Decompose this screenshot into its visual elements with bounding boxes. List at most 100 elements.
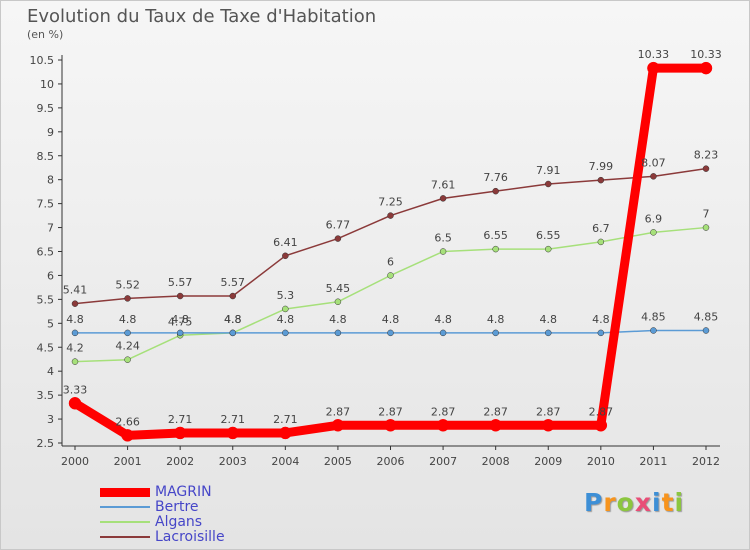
data-label-magrin: 2.71 — [168, 413, 193, 426]
data-point-lacroisille — [334, 235, 342, 242]
data-point-magrin — [331, 419, 345, 432]
data-label-magrin: 2.66 — [115, 415, 140, 428]
y-tick-label: 9 — [47, 126, 54, 139]
data-label-lacroisille: 5.57 — [168, 276, 193, 289]
data-label-bertre: 4.8 — [434, 313, 452, 326]
data-label-algans: 6.55 — [483, 229, 508, 242]
data-label-algans: 6.9 — [645, 212, 663, 225]
data-label-bertre: 4.8 — [487, 313, 505, 326]
x-tick-label: 2007 — [429, 455, 457, 468]
data-label-bertre: 4.8 — [329, 313, 347, 326]
data-point-algans — [702, 224, 710, 231]
y-tick-label: 10.5 — [30, 54, 55, 67]
data-point-algans — [492, 245, 499, 253]
data-point-magrin — [279, 426, 292, 440]
data-point-bertre — [702, 327, 710, 334]
data-label-lacroisille: 8.23 — [694, 149, 719, 162]
data-point-bertre — [334, 329, 342, 337]
y-tick-label: 5.5 — [37, 293, 55, 306]
x-tick-label: 2009 — [534, 455, 562, 468]
data-point-bertre — [229, 329, 236, 337]
series-line-magrin — [70, 63, 711, 440]
legend-label-algans: Algans — [155, 514, 203, 530]
x-tick-label: 2011 — [639, 455, 667, 468]
data-point-magrin — [384, 419, 397, 432]
data-point-algans — [650, 229, 657, 236]
x-tick-label: 2000 — [61, 455, 89, 468]
legend-label-magrin: MAGRIN — [155, 484, 212, 500]
data-point-algans — [597, 238, 605, 246]
logo-letter: x — [634, 488, 652, 517]
data-point-algans — [334, 298, 342, 306]
data-label-lacroisille: 6.41 — [273, 236, 298, 249]
data-point-lacroisille — [387, 212, 394, 219]
data-label-algans: 6.55 — [536, 229, 561, 242]
data-label-algans: 4.75 — [168, 315, 193, 328]
data-label-bertre: 4.8 — [224, 313, 242, 326]
y-tick-label: 2.5 — [37, 437, 55, 450]
data-label-algans: 4.8 — [224, 313, 242, 326]
data-point-lacroisille — [545, 180, 552, 188]
legend-swatch-algans — [100, 521, 150, 523]
data-label-bertre: 4.8 — [171, 313, 189, 326]
data-label-magrin: 3.33 — [63, 383, 88, 396]
x-tick-label: 2004 — [271, 455, 299, 468]
data-label-algans: 6 — [387, 255, 394, 268]
y-tick-label: 6.5 — [37, 246, 55, 259]
data-label-lacroisille: 7.76 — [483, 171, 508, 184]
data-label-magrin: 2.87 — [536, 405, 561, 418]
data-label-algans: 7 — [703, 208, 710, 221]
data-label-magrin: 10.33 — [638, 48, 670, 61]
data-point-bertre — [71, 329, 79, 337]
logo-letter: r — [603, 488, 617, 517]
data-label-algans: 4.24 — [115, 340, 140, 353]
data-label-lacroisille: 7.99 — [589, 160, 614, 173]
data-point-bertre — [387, 329, 394, 337]
y-tick-label: 5 — [47, 317, 54, 330]
legend-swatch-lacroisille — [100, 536, 150, 538]
x-tick-label: 2005 — [324, 455, 352, 468]
data-label-bertre: 4.8 — [66, 313, 84, 326]
data-label-magrin: 2.87 — [326, 405, 351, 418]
data-point-algans — [282, 305, 289, 313]
data-label-lacroisille: 8.07 — [641, 156, 666, 169]
data-label-magrin: 2.71 — [273, 413, 298, 426]
data-point-bertre — [439, 329, 447, 337]
data-point-magrin — [173, 426, 187, 440]
x-tick-label: 2012 — [692, 455, 720, 468]
chart-title: Evolution du Taux de Taxe d'Habitation — [27, 6, 377, 27]
data-point-lacroisille — [702, 165, 710, 172]
y-tick-label: 10 — [40, 78, 54, 91]
x-tick-label: 2001 — [114, 455, 142, 468]
data-point-algans — [439, 248, 447, 255]
y-tick-label: 7.5 — [37, 198, 55, 211]
data-point-magrin — [489, 419, 502, 432]
data-label-algans: 5.45 — [326, 282, 351, 295]
data-point-bertre — [124, 329, 131, 337]
data-point-magrin — [647, 61, 660, 75]
y-tick-label: 3.5 — [37, 389, 55, 402]
y-tick-label: 8.5 — [37, 150, 55, 163]
data-label-magrin: 2.71 — [221, 413, 246, 426]
data-point-algans — [387, 272, 394, 279]
data-label-lacroisille: 6.77 — [326, 219, 351, 232]
data-point-lacroisille — [176, 292, 184, 300]
data-label-lacroisille: 5.41 — [63, 284, 88, 297]
data-point-magrin — [226, 426, 239, 440]
data-point-algans — [71, 358, 79, 365]
data-label-lacroisille: 7.25 — [378, 196, 403, 209]
data-point-lacroisille — [492, 187, 499, 195]
x-tick-label: 2002 — [166, 455, 194, 468]
chart-subtitle: (en %) — [27, 28, 64, 41]
proxiti-logo: Proxiti — [584, 488, 684, 517]
legend-label-lacroisille: Lacroisille — [155, 529, 225, 545]
logo-letter: P — [584, 488, 604, 517]
data-point-bertre — [545, 329, 552, 337]
logo-letter: o — [616, 488, 635, 517]
logo-letter: i — [652, 488, 662, 517]
data-label-magrin: 2.87 — [378, 405, 403, 418]
data-point-algans — [545, 245, 552, 253]
data-label-magrin: 10.33 — [690, 48, 722, 61]
data-point-lacroisille — [124, 295, 131, 302]
y-tick-label: 3 — [47, 413, 54, 426]
